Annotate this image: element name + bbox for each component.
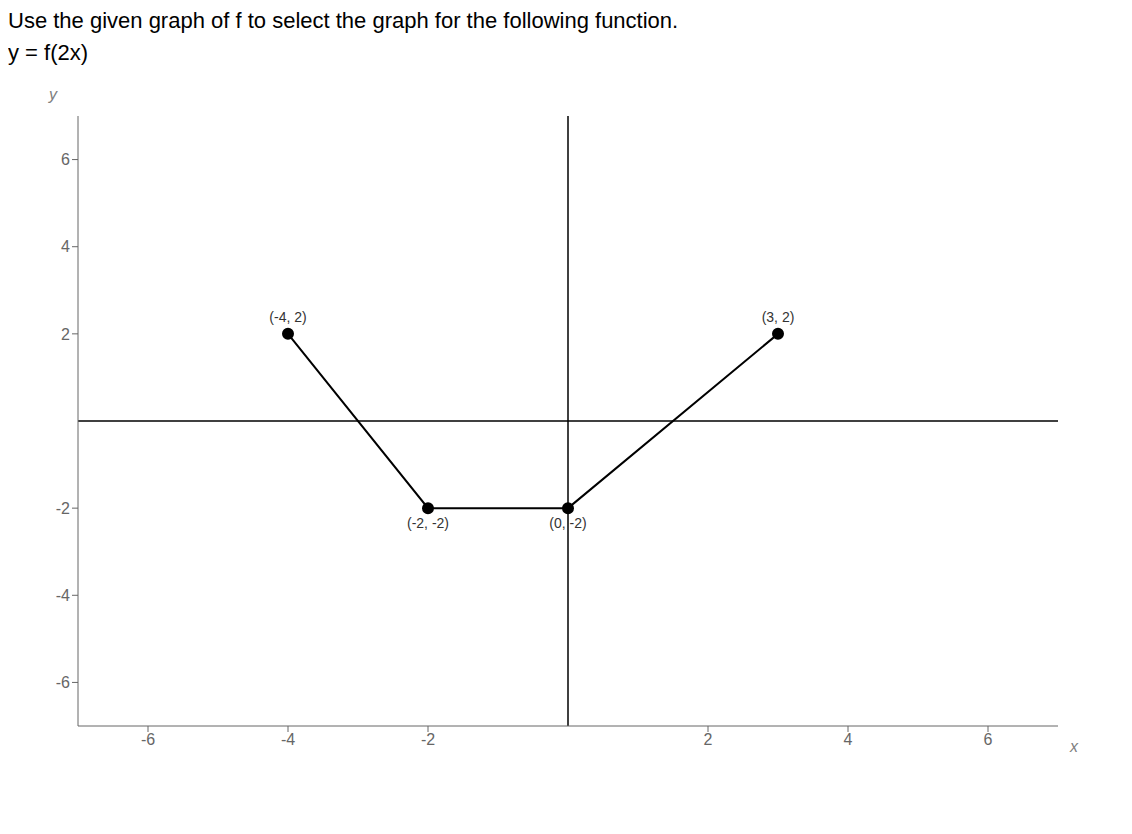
svg-text:x: x (1069, 738, 1079, 755)
svg-text:y: y (48, 86, 58, 103)
svg-text:2: 2 (704, 731, 713, 748)
svg-text:6: 6 (984, 731, 993, 748)
svg-text:-2: -2 (56, 500, 70, 517)
svg-text:(3, 2): (3, 2) (762, 309, 795, 325)
svg-text:-4: -4 (56, 587, 70, 604)
svg-text:4: 4 (61, 238, 70, 255)
svg-text:(-4, 2): (-4, 2) (269, 309, 306, 325)
svg-text:6: 6 (61, 151, 70, 168)
svg-text:-6: -6 (56, 674, 70, 691)
html-text:Use the given graph of f to se: Use the given graph of f to select the g… (8, 8, 679, 33)
html-text:y = f(2x): y = f(2x) (8, 40, 89, 65)
svg-text:2: 2 (61, 326, 70, 343)
svg-text:4: 4 (844, 731, 853, 748)
svg-text:-6: -6 (141, 731, 155, 748)
svg-text:(0, -2): (0, -2) (549, 515, 586, 531)
svg-text:-2: -2 (421, 731, 435, 748)
svg-text:-4: -4 (281, 731, 295, 748)
svg-text:(-2, -2): (-2, -2) (407, 515, 449, 531)
